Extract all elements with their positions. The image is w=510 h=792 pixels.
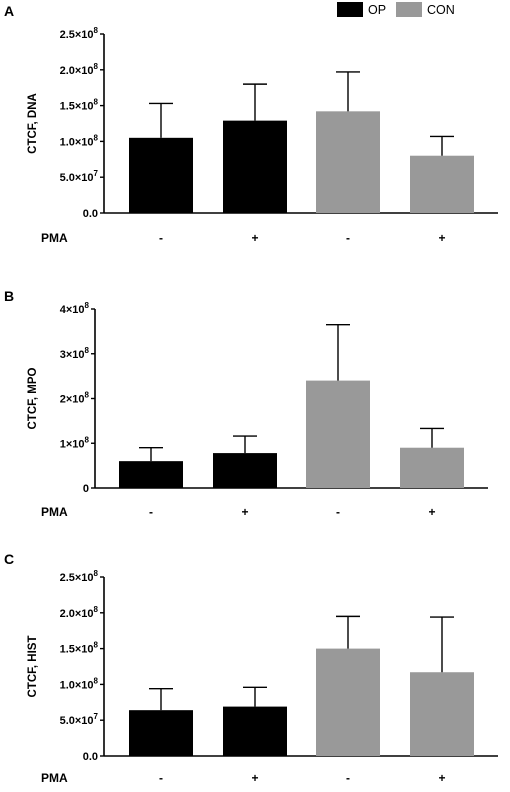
bar (410, 155, 474, 213)
y-tick-label: 4×108 (60, 301, 90, 316)
pma-label: PMA (41, 231, 68, 245)
y-tick-label: 1×108 (60, 435, 90, 450)
y-axis-title: CTCF, HIST (27, 636, 39, 698)
bar (223, 706, 287, 756)
panels: A0.05.0×1071.0×1081.5×1082.0×1082.5×108C… (4, 3, 498, 785)
pma-value-label: - (346, 771, 350, 785)
y-tick-label: 0.0 (83, 751, 98, 763)
panel-letter-c: C (4, 551, 14, 567)
legend-swatch-con (396, 2, 422, 17)
bar (410, 672, 474, 756)
pma-value-label: + (251, 231, 258, 245)
y-tick-label: 3×108 (60, 346, 90, 361)
bar (223, 120, 287, 213)
panel-letter-b: B (4, 288, 14, 304)
legend-label-op: OP (368, 3, 386, 17)
legend-label-con: CON (427, 3, 455, 17)
y-tick-label: 5.0×107 (60, 169, 99, 184)
pma-value-label: + (438, 231, 445, 245)
y-tick-label: 2.0×108 (60, 605, 99, 620)
pma-value-label: + (438, 771, 445, 785)
bar (316, 111, 380, 213)
y-tick-label: 0 (83, 483, 89, 495)
panel-c: C 0.0 5.0×107 1.0×108 1.5×108 2.0×108 2.5×108 C… (4, 551, 498, 785)
panel-b: B 0 1×108 2×108 3×108 4×108 CTCF, MPO PMA - + - + (4, 288, 488, 519)
y-tick-label: 0.0 (83, 208, 98, 220)
bar (129, 710, 193, 756)
y-tick-label: 1.5×108 (60, 98, 99, 113)
bar (129, 137, 193, 213)
y-axis-title: CTCF, DNA (27, 93, 39, 154)
pma-label: PMA (41, 771, 68, 785)
pma-value-label: - (159, 771, 163, 785)
y-tick-label: 1.0×108 (60, 133, 99, 148)
pma-value-label: + (241, 505, 248, 519)
bar (213, 453, 277, 488)
bar (316, 648, 380, 756)
y-tick-label: 5.0×107 (60, 712, 99, 727)
y-tick-label: 1.0×108 (60, 676, 99, 691)
bar (306, 380, 370, 488)
pma-value-label: - (159, 231, 163, 245)
legend-swatch-op (337, 2, 363, 17)
y-tick-label: 2.5×108 (60, 26, 99, 41)
y-tick-label: 2×108 (60, 391, 90, 406)
pma-value-label: - (336, 505, 340, 519)
pma-value-label: + (428, 505, 435, 519)
pma-value-label: + (251, 771, 258, 785)
legend: OP CON (337, 2, 455, 17)
y-axis-title: CTCF, MPO (27, 367, 39, 429)
panel-a: A 0.0 5.0×107 1.0×108 1.5×108 2.0×108 2.5×108 C… (4, 3, 498, 245)
y-tick-label: 2.0×108 (60, 62, 99, 77)
pma-value-label: - (346, 231, 350, 245)
bar (119, 461, 183, 488)
pma-value-label: - (149, 505, 153, 519)
bar (400, 447, 464, 488)
y-tick-label: 2.5×108 (60, 569, 99, 584)
pma-label: PMA (41, 505, 68, 519)
panel-letter-a: A (4, 3, 14, 19)
y-tick-label: 1.5×108 (60, 641, 99, 656)
